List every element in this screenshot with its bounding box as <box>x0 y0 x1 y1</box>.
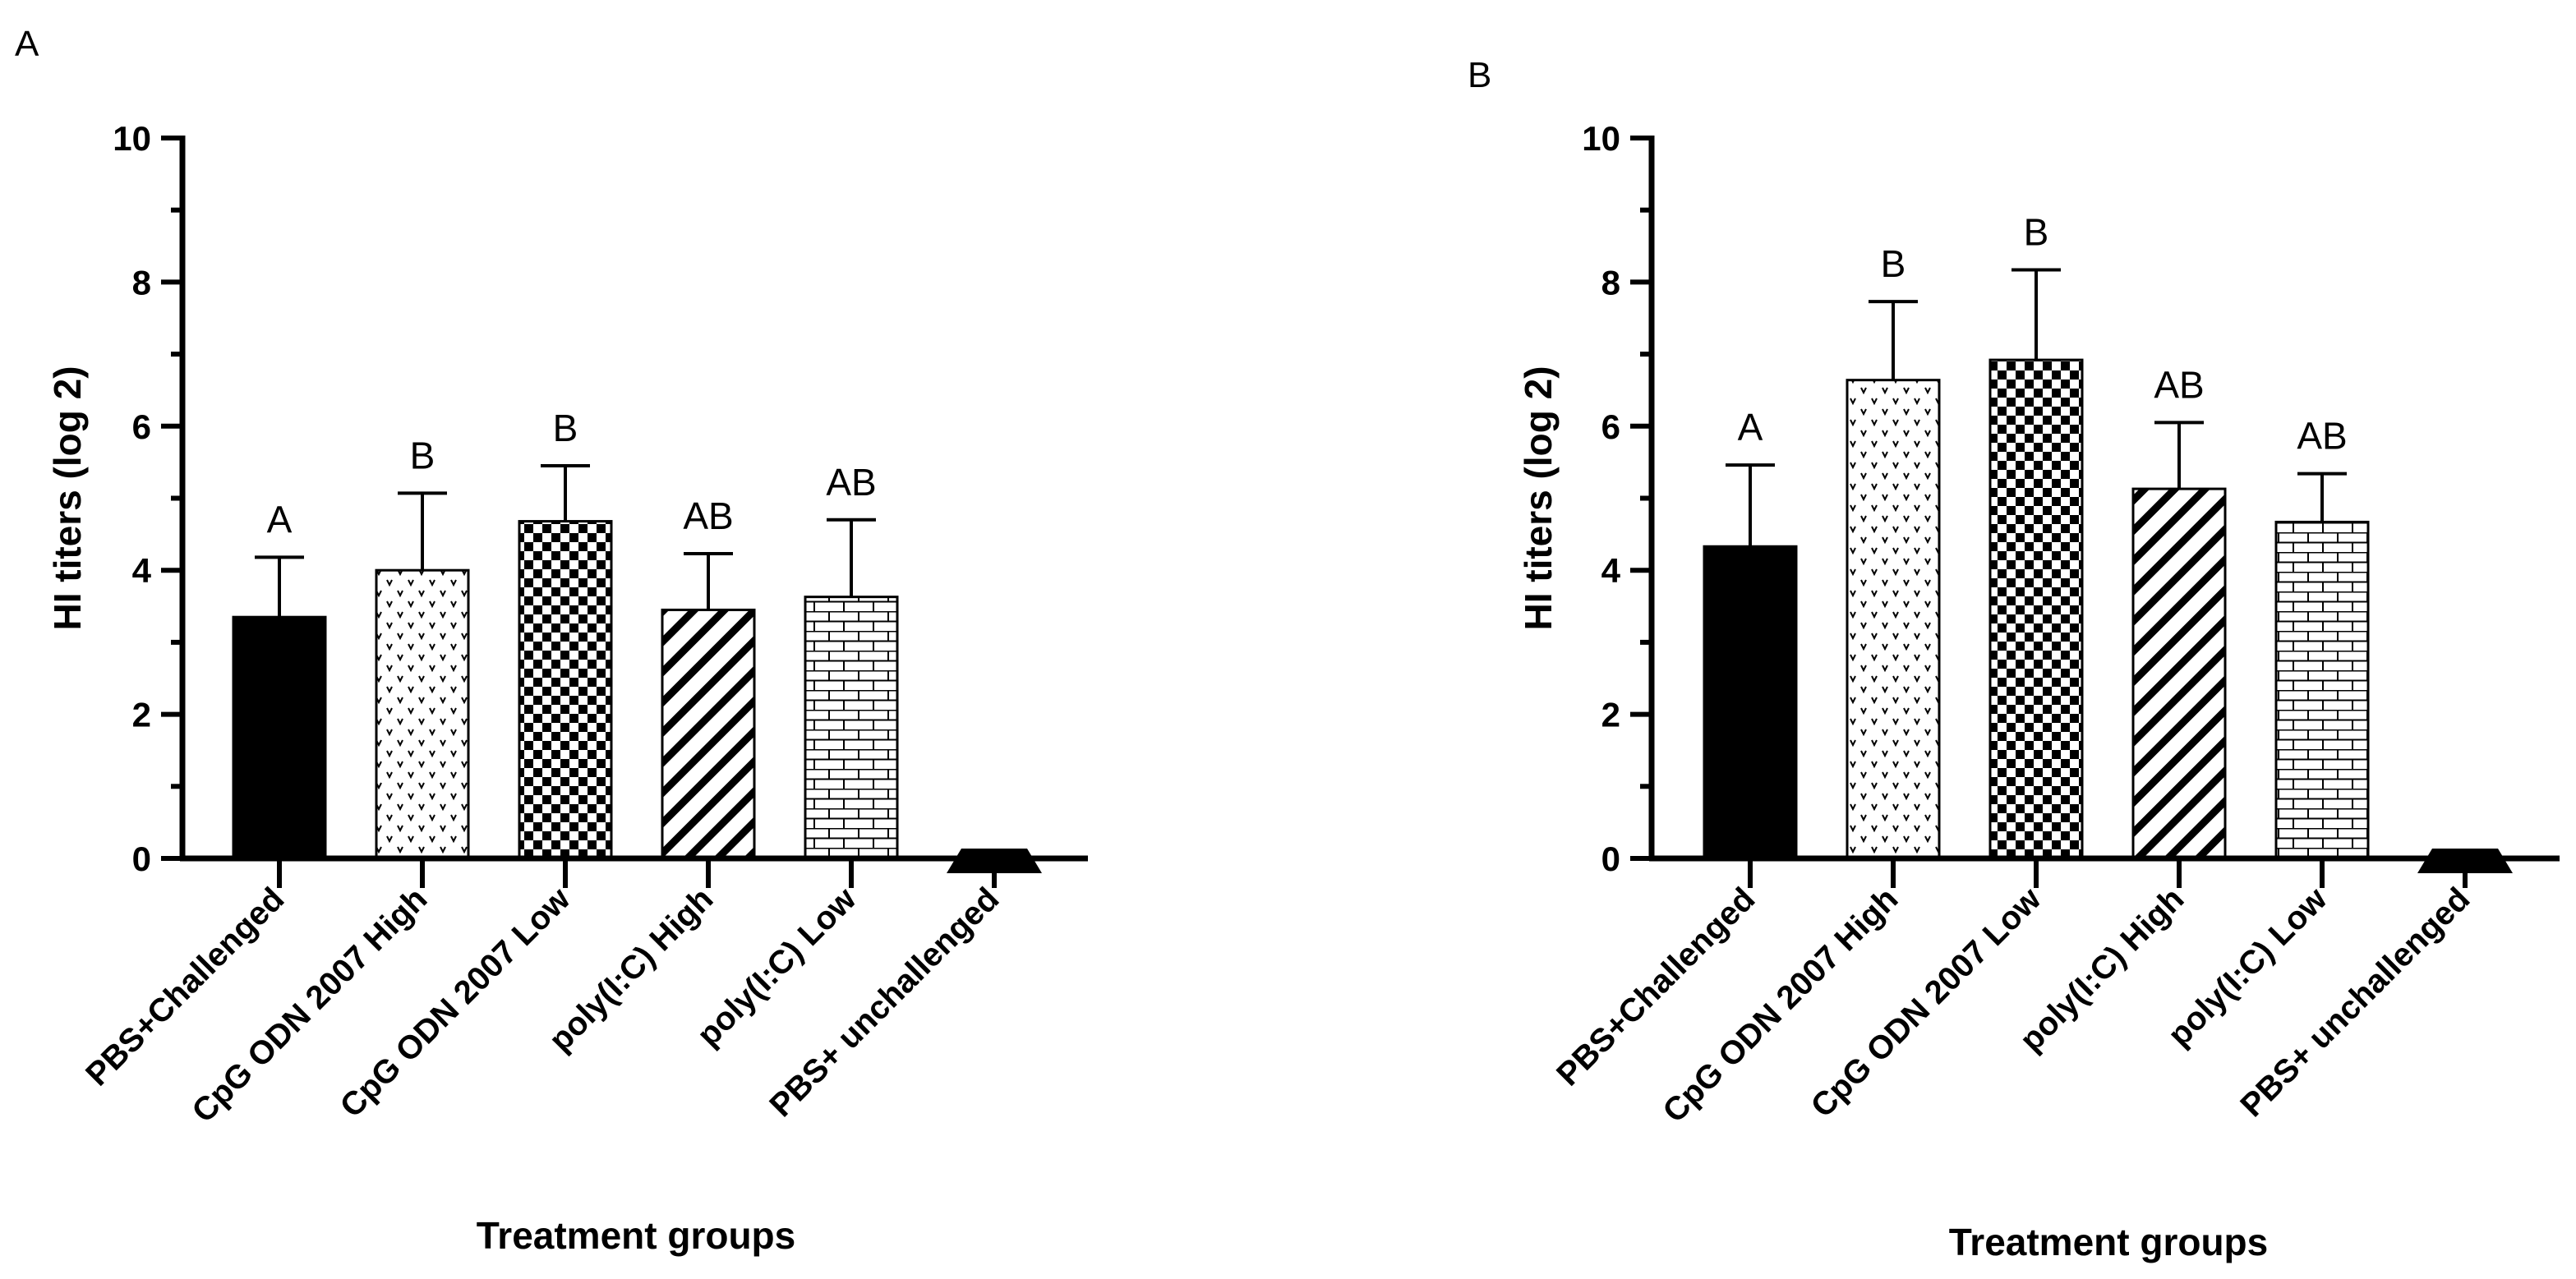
x-axis-title: Treatment groups <box>477 1214 796 1257</box>
significance-letter: B <box>410 434 435 476</box>
bar <box>1846 379 1941 860</box>
category-label: PBS+ unchallenged <box>763 881 1006 1124</box>
bar <box>232 615 327 860</box>
category-label: CpG ODN 2007 Low <box>1804 881 2048 1125</box>
y-axis-title: HI titers (log 2) <box>1517 366 1560 630</box>
significance-letter: B <box>1881 242 1906 285</box>
significance-letter: AB <box>2154 363 2204 406</box>
category-label: CpG ODN 2007 Low <box>334 881 578 1125</box>
y-tick-label: 4 <box>1601 551 1621 590</box>
bar <box>2274 520 2370 860</box>
category-label: CpG ODN 2007 High <box>185 881 434 1129</box>
bar <box>375 568 470 860</box>
y-tick-label: 6 <box>132 407 151 446</box>
category-label: CpG ODN 2007 High <box>1656 881 1905 1129</box>
y-tick-label: 0 <box>132 840 151 878</box>
panel-label: B <box>1468 55 1491 95</box>
y-tick-label: 8 <box>132 263 151 301</box>
y-tick-label: 2 <box>1601 696 1620 734</box>
category-label: PBS+ unchallenged <box>2233 881 2477 1124</box>
y-axis-title: HI titers (log 2) <box>46 366 89 630</box>
significance-letter: B <box>553 407 578 449</box>
y-tick-label: 2 <box>132 696 151 734</box>
significance-letter: AB <box>826 461 876 504</box>
significance-letter: AB <box>2297 415 2347 458</box>
bar <box>661 608 756 860</box>
significance-letter: A <box>267 498 293 541</box>
bar <box>804 596 899 860</box>
significance-letter: AB <box>683 495 733 537</box>
bar <box>2131 487 2227 860</box>
x-axis-title: Treatment groups <box>1949 1221 2269 1263</box>
significance-letter: B <box>2024 210 2049 253</box>
bar <box>1988 358 2084 860</box>
panel-label: A <box>15 24 39 64</box>
y-tick-label: 10 <box>113 119 151 158</box>
y-tick-label: 10 <box>1582 119 1620 158</box>
bar <box>1703 545 1798 860</box>
y-tick-label: 0 <box>1601 840 1620 878</box>
bar <box>518 520 613 860</box>
y-tick-label: 4 <box>132 551 152 590</box>
y-tick-label: 6 <box>1601 407 1620 446</box>
y-tick-label: 8 <box>1601 263 1620 301</box>
significance-letter: A <box>1738 406 1763 449</box>
